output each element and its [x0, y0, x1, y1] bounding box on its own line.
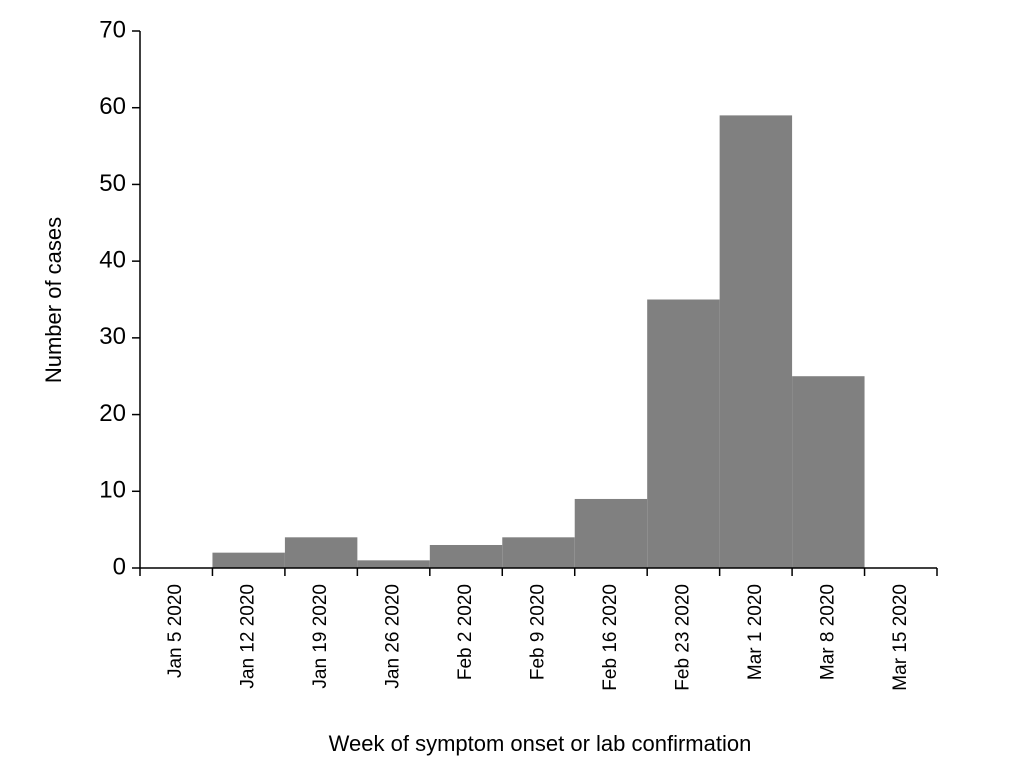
bar: [647, 299, 720, 568]
y-tick-label: 0: [113, 553, 126, 580]
x-tick-label: Mar 8 2020: [817, 584, 838, 680]
y-tick-label: 20: [99, 400, 126, 427]
bar: [212, 552, 285, 568]
x-tick-label: Jan 12 2020: [238, 584, 259, 689]
y-tick-label: 50: [99, 170, 126, 197]
y-tick-label: 40: [99, 246, 126, 273]
y-axis-title: Number of cases: [41, 217, 66, 383]
y-tick-label: 60: [99, 93, 126, 120]
bar: [357, 560, 430, 568]
bar: [792, 376, 865, 568]
bar: [284, 537, 358, 568]
y-tick-label: 10: [99, 477, 126, 504]
x-tick-label: Jan 19 2020: [310, 584, 331, 689]
y-tick-label: 70: [99, 16, 126, 43]
bar: [502, 537, 575, 568]
x-tick-label: Feb 16 2020: [600, 584, 621, 691]
x-tick-label: Feb 2 2020: [455, 584, 476, 680]
x-tick-label: Feb 9 2020: [528, 584, 549, 680]
x-tick-label: Jan 5 2020: [165, 584, 186, 678]
x-tick-label: Jan 26 2020: [383, 584, 404, 689]
y-tick-label: 30: [99, 323, 126, 350]
x-tick-label: Mar 15 2020: [890, 584, 911, 691]
x-tick-label: Mar 1 2020: [745, 584, 766, 680]
x-axis-title: Week of symptom onset or lab confirmatio…: [329, 731, 752, 756]
bar: [429, 544, 503, 568]
bar: [574, 498, 648, 568]
x-tick-label: Feb 23 2020: [672, 584, 693, 691]
bar: [719, 115, 793, 568]
